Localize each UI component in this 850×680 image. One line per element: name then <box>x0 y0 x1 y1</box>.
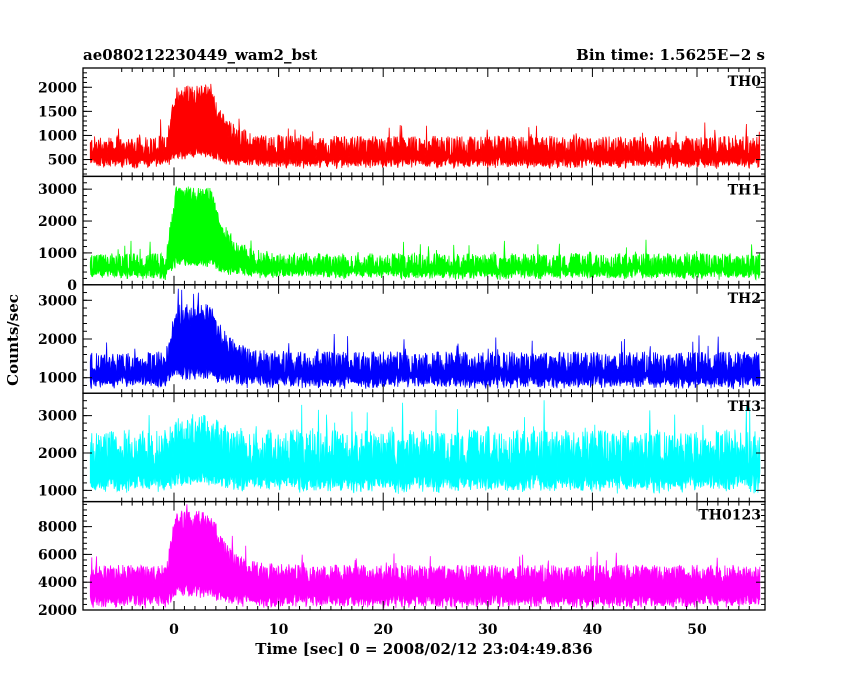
y-tick-label: 0 <box>67 278 77 294</box>
x-axis-label: Time [sec] 0 = 2008/02/12 23:04:49.836 <box>255 640 592 658</box>
panel-th1: 0 1000 2000 3000 TH1 <box>38 175 766 294</box>
y-tick-label: 2000 <box>38 446 77 462</box>
y-tick-label: 2000 <box>38 80 77 96</box>
panel-frame <box>82 500 766 611</box>
series-th1 <box>89 186 761 281</box>
y-tick-label: 3000 <box>38 182 77 198</box>
x-tick-label: 30 <box>478 622 498 638</box>
series-th0123 <box>89 504 761 609</box>
panel-th0: 500 1000 1500 2000 TH0 <box>38 67 766 178</box>
y-tick-label: 500 <box>48 153 77 169</box>
y-tick-label: 3000 <box>38 409 77 425</box>
y-axis-label: Counts/sec <box>4 294 22 386</box>
y-tick-label: 1000 <box>38 371 77 387</box>
series-th2 <box>89 288 761 390</box>
y-tick-label: 3000 <box>38 293 77 309</box>
x-tick-label: 20 <box>373 622 393 638</box>
chart-title: ae080212230449_wam2_bst <box>83 46 317 64</box>
series-th0 <box>89 83 761 170</box>
y-tick-label: 1500 <box>38 104 77 120</box>
y-tick-label: 4000 <box>38 575 77 591</box>
series-th3 <box>89 400 761 494</box>
x-tick-label: 0 <box>169 622 179 638</box>
x-axis: 0 10 20 30 40 50 <box>169 622 707 638</box>
y-tick-label: 2000 <box>38 214 77 230</box>
panel-label: TH0123 <box>698 508 761 524</box>
y-tick-label: 1000 <box>38 128 77 144</box>
y-tick-label: 2000 <box>38 332 77 348</box>
y-tick-label: 2000 <box>38 603 77 619</box>
x-tick-label: 40 <box>583 622 603 638</box>
y-tick-label: 1000 <box>38 246 77 262</box>
panel-label: TH0 <box>728 74 762 90</box>
y-tick-label: 6000 <box>38 547 77 563</box>
panel-th3: 1000 2000 3000 TH3 <box>38 392 766 503</box>
panel-label: TH3 <box>728 399 761 415</box>
panel-th2: 1000 2000 3000 TH2 <box>38 284 766 394</box>
y-tick-label: 1000 <box>38 483 77 499</box>
panel-label: TH2 <box>728 291 761 307</box>
panel-th0123: 2000 4000 6000 8000 TH0123 <box>38 500 766 619</box>
x-tick-label: 10 <box>269 622 289 638</box>
y-tick-label: 8000 <box>38 520 77 536</box>
x-tick-label: 50 <box>687 622 707 638</box>
bin-time-label: Bin time: 1.5625E−2 s <box>576 46 765 64</box>
panel-label: TH1 <box>728 182 761 198</box>
